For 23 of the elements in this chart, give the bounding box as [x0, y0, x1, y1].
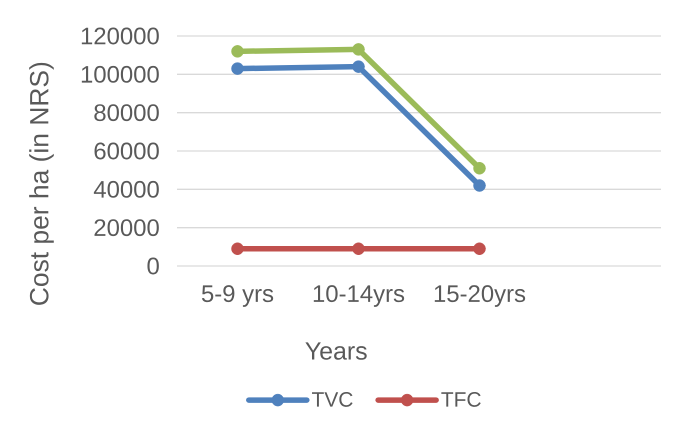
y-tick-label: 120000: [82, 28, 159, 44]
y-tick-label: 40000: [94, 180, 159, 198]
y-tick-label: 100000: [82, 66, 159, 83]
point: [352, 43, 365, 56]
point: [352, 60, 365, 73]
y-axis-title: Cost per ha (in NRS): [29, 62, 54, 305]
point: [473, 162, 486, 174]
y-tick-label: 60000: [94, 142, 159, 160]
point: [473, 242, 486, 255]
x-tick-label: 15-20yrs: [434, 285, 526, 307]
x-axis-title: Years: [305, 342, 367, 360]
x-tick-label: 5-9 yrs: [202, 285, 274, 307]
point: [231, 62, 244, 75]
y-tick-label: 0: [147, 258, 159, 274]
point: [231, 45, 244, 58]
point: [473, 179, 486, 192]
legend-label: TVC: [312, 392, 353, 407]
y-tick-label: 80000: [94, 104, 159, 122]
x-tick-label: 10-14yrs: [314, 285, 404, 307]
y-tick-label: 20000: [94, 219, 159, 236]
point: [231, 242, 244, 255]
legend-label: TFC: [441, 392, 481, 407]
point: [352, 242, 365, 255]
